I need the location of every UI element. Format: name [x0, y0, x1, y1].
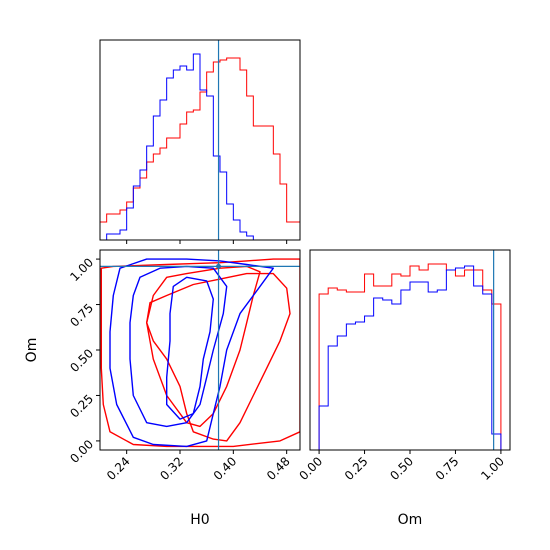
contour-series-2-level-3 — [165, 276, 215, 420]
om-histograms — [318, 263, 502, 450]
om-histogram-series-2 — [318, 265, 502, 450]
contour-series-1-level-2 — [145, 272, 291, 442]
om-marginal-ticks — [318, 450, 502, 454]
om-marginal-tick-label: 0.75 — [433, 454, 462, 483]
h0-tick-labels: 0.24 0.32 0.40 0.48 — [104, 454, 293, 483]
contour-series-2-level-2 — [129, 265, 228, 428]
om-tick-label: 0.25 — [67, 392, 96, 421]
om-marginal-tick-label: 0.50 — [387, 454, 416, 483]
contour-ticks — [96, 258, 288, 454]
contour-levels — [100, 258, 300, 448]
truth-point — [216, 263, 222, 269]
h0-marginal-panel — [99, 39, 301, 244]
om-tick-label: 1.00 — [67, 255, 96, 284]
om-marginal-frame — [309, 249, 511, 451]
contour-series-1-level-1 — [100, 258, 300, 448]
contour-series-1-level-3 — [145, 265, 261, 428]
om-tick-label: 0.00 — [67, 437, 96, 466]
h0-tick-label: 0.48 — [264, 454, 293, 483]
h0-om-contour-panel: 0.24 0.32 0.40 0.48 0.00 0.25 0.50 0.75 1.00 H0… — [24, 249, 301, 528]
om-histogram-series-1 — [318, 263, 502, 450]
om-tick-label: 0.50 — [67, 346, 96, 375]
h0-marginal-ticks — [126, 240, 288, 244]
h0-marginal-frame — [99, 39, 301, 241]
om-marginal-tick-label: 1.00 — [478, 454, 507, 483]
contour-frame — [99, 249, 301, 451]
om-marginal-axis-label: Om — [398, 512, 423, 528]
h0-axis-label: H0 — [190, 512, 209, 528]
h0-histogram-series-2 — [100, 53, 300, 241]
om-tick-label: 0.75 — [67, 301, 96, 330]
om-axis-label: Om — [24, 338, 40, 363]
contour-series-2-level-1 — [109, 258, 274, 448]
om-marginal-tick-labels: 0.00 0.25 0.50 0.75 1.00 — [296, 454, 507, 483]
om-marginal-tick-label: 0.00 — [296, 454, 325, 483]
h0-tick-label: 0.32 — [157, 454, 186, 483]
h0-histograms — [99, 53, 301, 241]
om-marginal-panel: 0.00 0.25 0.50 0.75 1.00 Om — [296, 249, 511, 528]
h0-tick-label: 0.24 — [104, 454, 133, 483]
h0-tick-label: 0.40 — [211, 454, 240, 483]
om-tick-labels: 0.00 0.25 0.50 0.75 1.00 — [67, 255, 96, 466]
om-marginal-tick-label: 0.25 — [342, 454, 371, 483]
